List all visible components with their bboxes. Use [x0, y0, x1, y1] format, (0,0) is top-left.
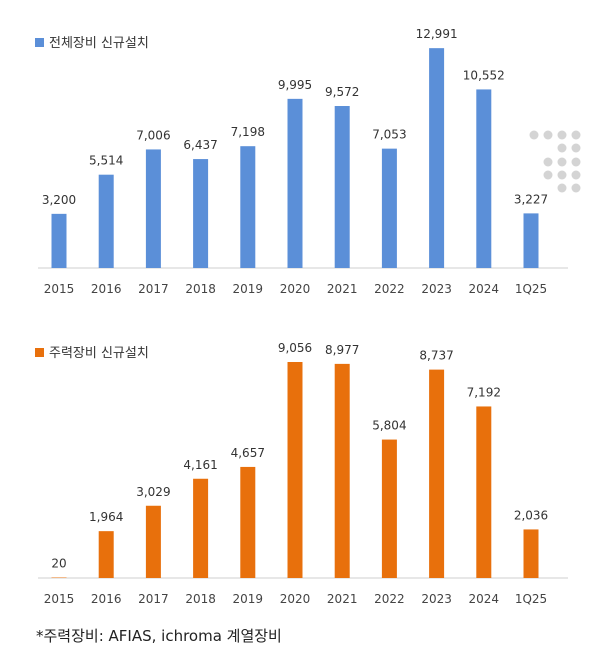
x-tick-2-2021: 2021	[327, 592, 358, 606]
logo-dot-13	[543, 170, 553, 180]
x-tick-1-2019: 2019	[233, 282, 264, 296]
x-tick-1-2023: 2023	[421, 282, 452, 296]
bar-1-2015	[51, 213, 67, 268]
data-label-2-2024: 7,192	[467, 385, 501, 399]
legend-swatch-2	[35, 348, 44, 357]
logo-dot-1	[543, 130, 553, 140]
bar-2-2019	[240, 466, 256, 578]
bar-2-2016	[98, 531, 114, 578]
bar-1-2022	[381, 148, 397, 268]
x-tick-1-2015: 2015	[44, 282, 75, 296]
x-tick-1-2021: 2021	[327, 282, 358, 296]
x-tick-2-2016: 2016	[91, 592, 122, 606]
bar-2-2024	[476, 406, 492, 578]
bar-2-2021	[334, 363, 350, 578]
footnote: *주력장비: AFIAS, ichroma 계열장비	[36, 627, 282, 645]
x-tick-1-2024: 2024	[469, 282, 500, 296]
data-label-2-2023: 8,737	[419, 349, 453, 363]
data-label-1-2019: 7,198	[231, 125, 265, 139]
x-tick-2-2023: 2023	[421, 592, 452, 606]
data-label-2-1Q25: 2,036	[514, 508, 548, 522]
logo-dot-6	[557, 157, 567, 167]
bar-1-2019	[240, 146, 256, 268]
logo-dot-8	[557, 170, 567, 180]
bar-1-2023	[429, 48, 445, 268]
data-label-2-2019: 4,657	[231, 446, 265, 460]
x-tick-1-1Q25: 1Q25	[515, 282, 547, 296]
bar-2-2017	[145, 505, 161, 578]
x-tick-1-2018: 2018	[185, 282, 216, 296]
bar-2-2018	[193, 478, 209, 578]
logo-dot-0	[529, 130, 539, 140]
data-label-1-2017: 7,006	[136, 128, 170, 142]
data-label-1-2018: 6,437	[183, 138, 217, 152]
logo-dot-5	[571, 143, 581, 153]
logo-dot-4	[557, 143, 567, 153]
data-label-1-1Q25: 3,227	[514, 192, 548, 206]
data-label-2-2015: 20	[51, 557, 66, 571]
bar-1-2024	[476, 89, 492, 268]
x-tick-2-2019: 2019	[233, 592, 264, 606]
data-label-1-2015: 3,200	[42, 193, 76, 207]
x-tick-1-2016: 2016	[91, 282, 122, 296]
bar-2-2020	[287, 362, 303, 578]
x-tick-2-1Q25: 1Q25	[515, 592, 547, 606]
bar-1-2017	[145, 149, 161, 268]
bar-2-2022	[381, 439, 397, 578]
data-label-2-2016: 1,964	[89, 510, 123, 524]
data-label-1-2022: 7,053	[372, 128, 406, 142]
logo-dot-2	[557, 130, 567, 140]
data-label-2-2018: 4,161	[183, 458, 217, 472]
x-tick-2-2018: 2018	[185, 592, 216, 606]
data-label-2-2017: 3,029	[136, 485, 170, 499]
data-label-1-2024: 10,552	[463, 68, 505, 82]
bar-1-1Q25	[523, 213, 539, 268]
x-tick-1-2022: 2022	[374, 282, 405, 296]
bar-2-1Q25	[523, 529, 539, 578]
data-label-1-2023: 12,991	[416, 27, 458, 41]
x-tick-2-2024: 2024	[469, 592, 500, 606]
x-tick-2-2022: 2022	[374, 592, 405, 606]
x-tick-2-2017: 2017	[138, 592, 169, 606]
legend-label-2: 주력장비 신규설치	[49, 346, 149, 361]
logo-dot-3	[571, 130, 581, 140]
bar-2-2023	[429, 369, 445, 578]
data-label-2-2022: 5,804	[372, 419, 406, 433]
logo-dot-9	[571, 170, 581, 180]
x-tick-1-2020: 2020	[280, 282, 311, 296]
logo-dot-7	[571, 157, 581, 167]
bar-1-2018	[193, 159, 209, 268]
x-tick-1-2017: 2017	[138, 282, 169, 296]
data-label-2-2021: 8,977	[325, 343, 359, 357]
legend-swatch-1	[35, 38, 44, 47]
data-label-1-2020: 9,995	[278, 78, 312, 92]
legend-label-1: 전체장비 신규설치	[49, 36, 149, 51]
data-label-2-2020: 9,056	[278, 341, 312, 355]
logo-dot-11	[571, 183, 581, 193]
logo-dot-10	[557, 183, 567, 193]
x-tick-2-2015: 2015	[44, 592, 75, 606]
bar-1-2020	[287, 98, 303, 268]
bar-1-2016	[98, 174, 114, 268]
data-label-1-2016: 5,514	[89, 154, 123, 168]
data-label-1-2021: 9,572	[325, 85, 359, 99]
bar-1-2021	[334, 106, 350, 269]
x-tick-2-2020: 2020	[280, 592, 311, 606]
logo-dot-12	[543, 157, 553, 167]
